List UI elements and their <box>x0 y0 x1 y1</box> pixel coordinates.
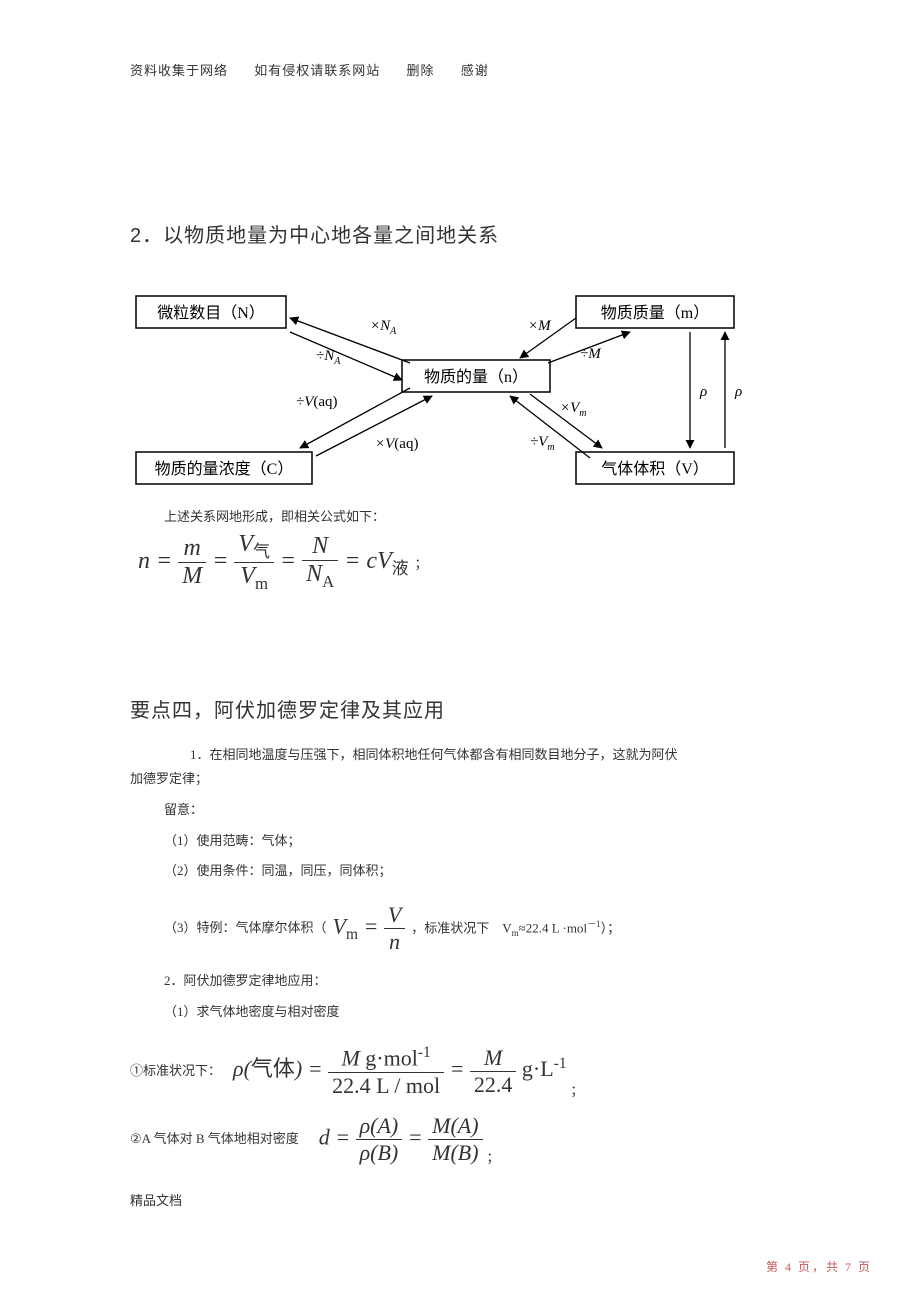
footer-right: 第 4 页，共 7 页 <box>766 1258 872 1275</box>
header-part4: 感谢 <box>461 63 489 78</box>
edge-times-Vaq: ×V(aq) <box>375 436 418 452</box>
header-part1: 资料收集于网络 <box>130 63 228 78</box>
s2-p1b: 加德罗定律； <box>130 767 790 792</box>
header-notice: 资料收集于网络 如有侵权请联系网站 删除 感谢 <box>130 60 790 79</box>
rho-trailing: ； <box>571 1080 584 1099</box>
edge-rho-up: ρ <box>734 384 742 400</box>
edge-times-M: ×M <box>528 318 552 334</box>
box-n-particles: 微粒数目（N） <box>136 296 286 328</box>
box-concentration: 物质的量浓度（C） <box>136 452 312 484</box>
s2-p3: （1）使用范畴：气体； <box>164 829 790 854</box>
svg-text:物质质量（m）: 物质质量（m） <box>601 304 709 322</box>
s2-p6: 2．阿伏加德罗定律地应用： <box>164 969 790 994</box>
section1-text: ．以物质地量为中心地各量之间地关系 <box>142 225 499 247</box>
s2-p7: （1）求气体地密度与相对密度 <box>164 1000 790 1025</box>
edge-div-NA: ÷NA <box>316 348 341 367</box>
s2-p5-pre: （3）特例：气体摩尔体积（ <box>164 916 327 941</box>
d-trailing: ； <box>487 1147 500 1166</box>
svg-text:气体体积（V）: 气体体积（V） <box>601 460 709 478</box>
edge-div-Vaq: ÷V(aq) <box>296 394 338 410</box>
s2-p8-pre: ①标准状况下： <box>130 1059 221 1084</box>
edge-div-Vm: ÷Vm <box>530 434 555 453</box>
edge-rho-down: ρ <box>699 384 707 400</box>
rho-formula: ρ(气体) = M g·mol-1 22.4 L / mol = M22.4 g… <box>233 1044 567 1098</box>
section1-title: 2．以物质地量为中心地各量之间地关系 <box>130 219 790 248</box>
section2-title: 要点四，阿伏加德罗定律及其应用 <box>130 694 790 723</box>
s2-p1a: 1．在相同地温度与压强下，相同体积地任何气体都含有相同数目地分子，这就为阿伏 <box>164 743 790 768</box>
edge-div-M: ÷M <box>580 346 602 362</box>
edge-times-Vm: ×Vm <box>560 400 587 419</box>
diagram-caption: 上述关系网地形成，即相关公式如下： <box>164 506 790 525</box>
d-formula: d = ρ(A)ρ(B) = M(A)M(B) <box>319 1113 483 1166</box>
s2-p2: 留意： <box>164 798 790 823</box>
box-mass: 物质质量（m） <box>576 296 734 328</box>
footer-left: 精品文档 <box>130 1190 790 1209</box>
s2-p9-pre: ②A 气体对 B 气体地相对密度 <box>130 1127 299 1152</box>
header-part2: 如有侵权请联系网站 <box>254 63 380 78</box>
svg-text:物质的量浓度（C）: 物质的量浓度（C） <box>155 460 294 478</box>
box-volume: 气体体积（V） <box>576 452 734 484</box>
vm-formula: Vm = Vn <box>333 902 406 955</box>
svg-text:物质的量（n）: 物质的量（n） <box>424 368 528 386</box>
section1-number: 2 <box>130 225 142 247</box>
svg-text:微粒数目（N）: 微粒数目（N） <box>157 304 265 322</box>
box-amount: 物质的量（n） <box>402 360 550 392</box>
s2-p4: （2）使用条件：同温，同压，同体积； <box>164 859 790 884</box>
header-part3: 删除 <box>407 63 435 78</box>
edge-times-NA: ×NA <box>370 318 397 337</box>
formula-trailing: ； <box>415 556 428 571</box>
relations-diagram: 微粒数目（N） 物质质量（m） 物质的量（n） 物质的量浓度（C） 气体体积（V… <box>130 288 790 488</box>
s2-p5-mid: ，标准状况下 Vm≈22.4 L ·mol－1）； <box>411 916 620 942</box>
formula-n: n = mM = V气Vm = NNA = cV液 ； <box>138 531 790 594</box>
